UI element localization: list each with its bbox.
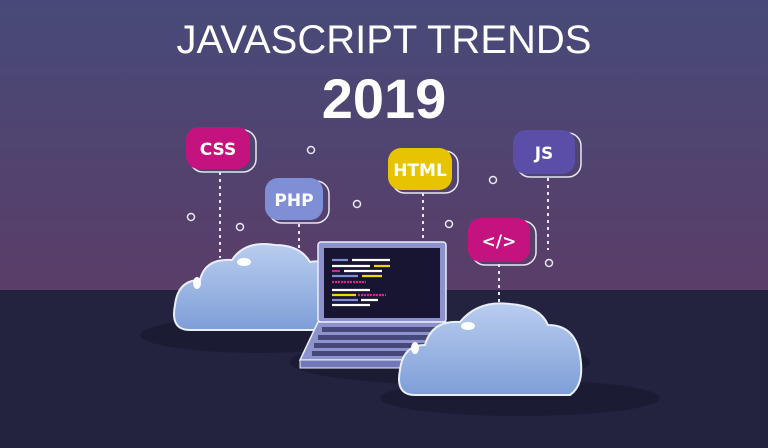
laptop — [298, 241, 457, 369]
decorative-circles — [186, 145, 554, 268]
badge-js: JS — [513, 130, 582, 178]
title: JAVASCRIPT TRENDS — [176, 18, 592, 62]
badge-php: PHP — [265, 178, 330, 224]
badge-css: CSS — [186, 127, 257, 173]
connector-lines — [219, 172, 549, 305]
year: 2019 — [321, 67, 447, 130]
badge-css-label: CSS — [200, 140, 237, 160]
badge-html: HTML — [388, 148, 459, 194]
cloud-right — [398, 302, 583, 396]
badge-php-label: PHP — [274, 191, 313, 211]
badge-code-label: </> — [482, 232, 517, 252]
badge-js-label: JS — [534, 144, 554, 164]
badge-code: </> — [468, 218, 537, 266]
badge-html-label: HTML — [393, 161, 447, 181]
